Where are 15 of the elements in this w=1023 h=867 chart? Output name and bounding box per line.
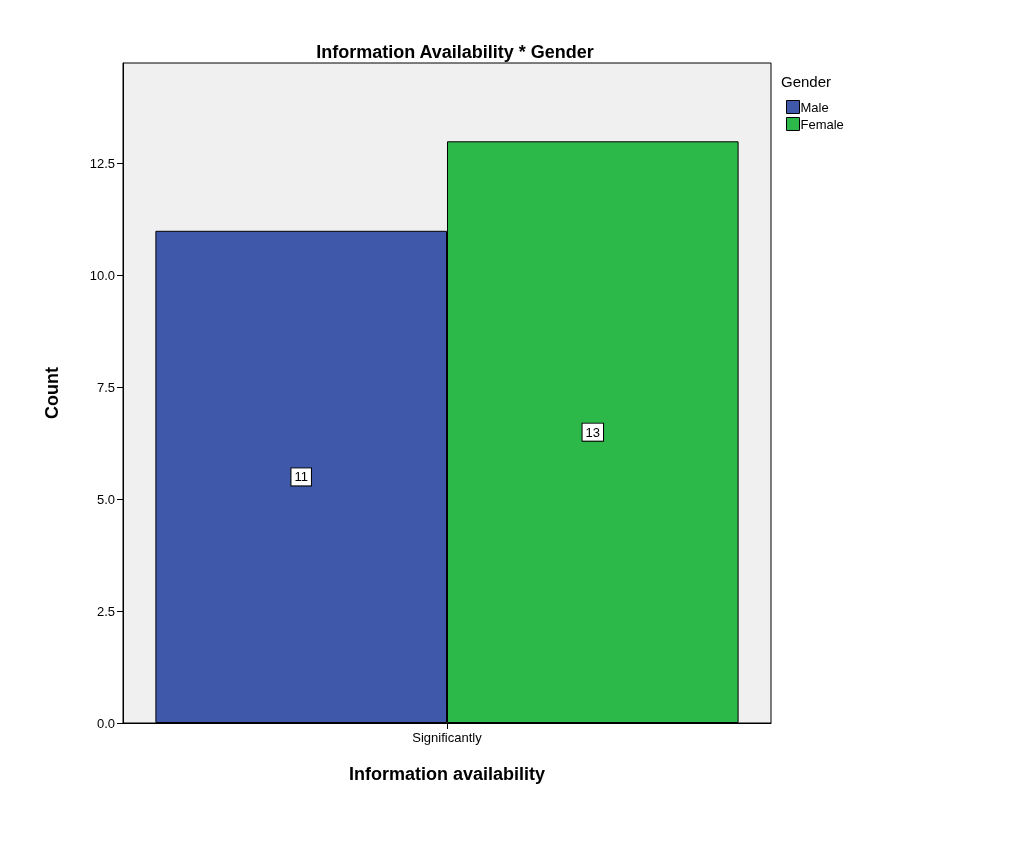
y-tick-label: 2.5	[96, 603, 115, 619]
chart-title: Information Availability * Gender	[316, 42, 594, 62]
y-tick-label: 7.5	[96, 379, 115, 395]
y-axis-title: Count	[42, 367, 62, 419]
y-tick-label: 0.0	[96, 715, 115, 731]
y-tick-label: 5.0	[96, 491, 115, 507]
legend-label: Male	[800, 99, 829, 115]
legend-label: Female	[800, 116, 844, 132]
y-tick-label: 10.0	[89, 268, 115, 284]
data-label: 13	[585, 424, 601, 440]
legend-title: Gender	[781, 73, 832, 90]
data-label: 11	[294, 469, 308, 485]
x-axis-title: Information availability	[348, 764, 546, 784]
x-tick-label: Significantly	[412, 730, 483, 745]
y-tick-label: 12.5	[89, 156, 115, 172]
